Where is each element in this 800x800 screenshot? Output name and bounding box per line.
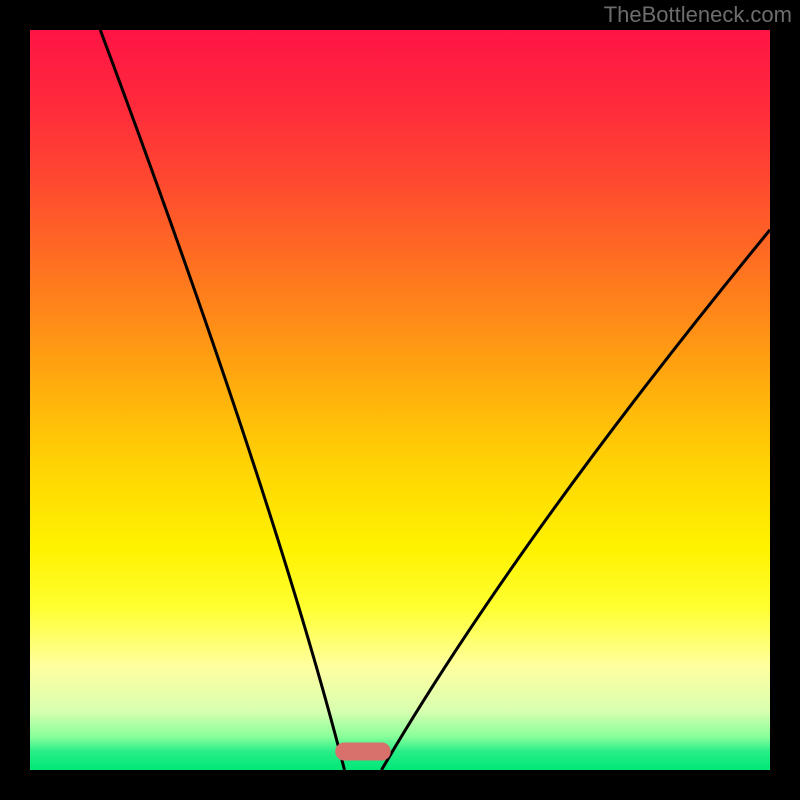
chart-container: { "chart": { "type": "line", "width": 80… — [0, 0, 800, 800]
optimal-point-marker — [335, 743, 391, 761]
bottleneck-chart — [0, 0, 800, 800]
watermark-text: TheBottleneck.com — [604, 2, 792, 28]
